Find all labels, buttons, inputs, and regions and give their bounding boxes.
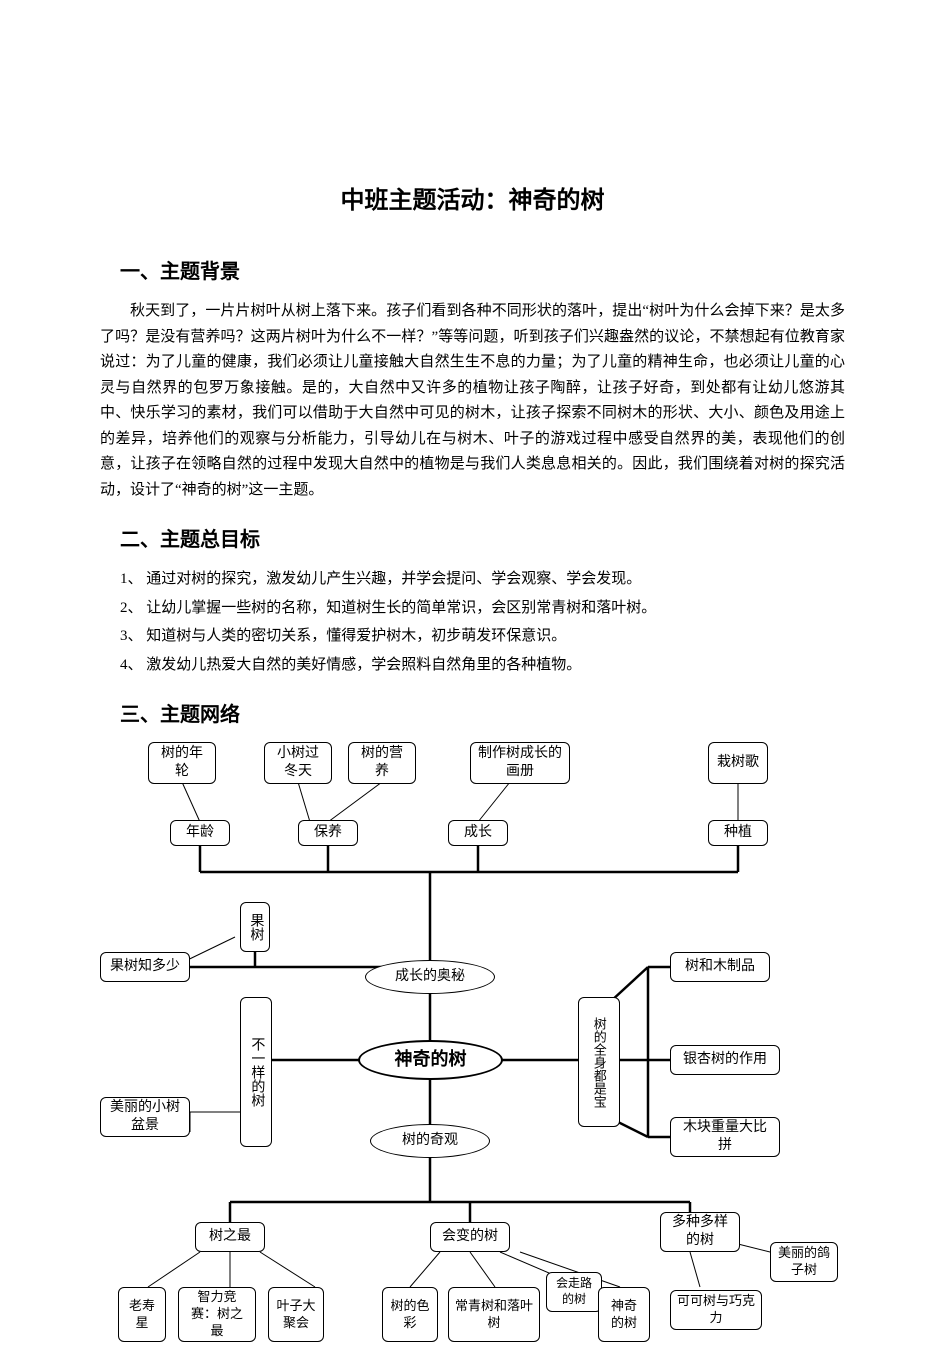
node-pigeon-tree: 美丽的鸽子树 [770, 1242, 838, 1282]
node-nutrient: 树的营养 [348, 742, 416, 784]
node-old-star: 老寿星 [118, 1287, 166, 1342]
node-grow: 成长 [448, 820, 508, 846]
goal-item: 3、 知道树与人类的密切关系，懂得爱护树木，初步萌发环保意识。 [120, 624, 845, 650]
node-winter: 小树过冬天 [264, 742, 332, 784]
node-changing-tree: 会变的树 [430, 1222, 510, 1252]
node-quiz: 智力竞赛：树之最 [178, 1287, 256, 1342]
node-cocoa: 可可树与巧克力 [670, 1290, 762, 1330]
node-maintain: 保养 [298, 820, 358, 846]
node-different-tree: 不一样的树 [240, 997, 272, 1147]
goal-item: 2、 让幼儿掌握一些树的名称，知道树生长的简单常识，会区别常青树和落叶树。 [120, 596, 845, 622]
node-bonsai: 美丽的小树盆景 [100, 1097, 190, 1137]
node-walking-tree: 会走路的树 [546, 1272, 602, 1312]
node-tree-most: 树之最 [195, 1222, 265, 1252]
node-center: 神奇的树 [358, 1040, 503, 1080]
section3-heading: 三、主题网络 [120, 698, 845, 727]
node-plant: 种植 [708, 820, 768, 846]
node-wood-weight: 木块重量大比拼 [670, 1117, 780, 1157]
theme-network-diagram: 树的年轮 小树过冬天 树的营养 制作树成长的画册 栽树歌 年龄 保养 成长 种植… [100, 742, 845, 1362]
goal-item: 4、 激发幼儿热爱大自然的美好情感，学会照料自然角里的各种植物。 [120, 653, 845, 679]
section1-heading: 一、主题背景 [120, 255, 845, 284]
node-magic-tree2: 神奇的树 [598, 1287, 650, 1342]
page-title: 中班主题活动：神奇的树 [100, 180, 845, 215]
goal-list: 1、 通过对树的探究，激发幼儿产生兴趣，并学会提问、学会观察、学会发现。 2、 … [120, 567, 845, 678]
node-age: 年龄 [170, 820, 230, 846]
node-planting-song: 栽树歌 [708, 742, 768, 784]
node-fruit-tree: 果树 [240, 902, 270, 952]
node-evergreen: 常青树和落叶树 [448, 1287, 540, 1342]
node-tree-rings: 树的年轮 [148, 742, 216, 784]
goal-item: 1、 通过对树的探究，激发幼儿产生兴趣，并学会提问、学会观察、学会发现。 [120, 567, 845, 593]
section1-body: 秋天到了，一片片树叶从树上落下来。孩子们看到各种不同形状的落叶，提出“树叶为什么… [100, 299, 845, 503]
node-wood-products: 树和木制品 [670, 952, 770, 982]
node-ginkgo: 银杏树的作用 [670, 1045, 780, 1075]
node-growth-album: 制作树成长的画册 [470, 742, 570, 784]
node-leaf-party: 叶子大聚会 [268, 1287, 324, 1342]
node-fruit-tree-count: 果树知多少 [100, 952, 190, 982]
node-various-tree: 多种多样的树 [660, 1212, 740, 1252]
node-wonder: 树的奇观 [370, 1124, 490, 1158]
section2-heading: 二、主题总目标 [120, 523, 845, 552]
node-tree-color: 树的色彩 [382, 1287, 438, 1342]
node-growth-mystery: 成长的奥秘 [365, 960, 495, 994]
node-treasure: 树的全身都是宝 [578, 997, 620, 1127]
